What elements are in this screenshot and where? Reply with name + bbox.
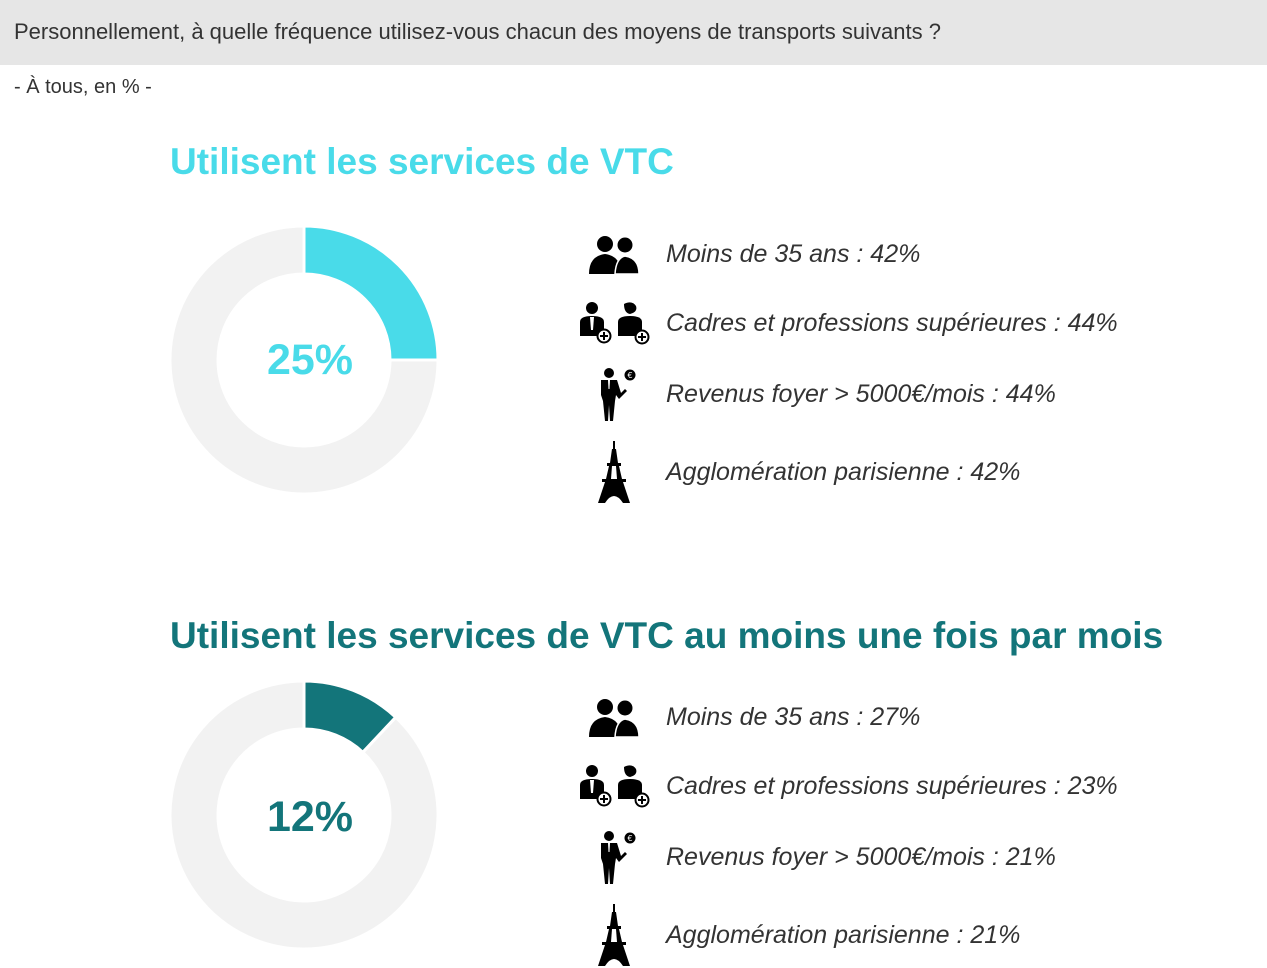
- stat-label: Agglomération parisienne : 42%: [666, 458, 1021, 486]
- two-managers-plus-icon: [576, 753, 652, 819]
- donut-slice-remainder: [168, 224, 440, 496]
- stat-row-paris: Agglomération parisienne : 42%: [560, 439, 1260, 505]
- section-title-vtc-monthly: Utilisent les services de VTC au moins u…: [170, 615, 1164, 656]
- donut-percent-label: 25%: [266, 336, 354, 384]
- base-text: - À tous, en % -: [14, 76, 152, 98]
- stat-label: Cadres et professions supérieures : 23%: [666, 772, 1118, 800]
- stat-row-managers: Cadres et professions supérieures : 23%: [560, 753, 1260, 819]
- two-people-icon: [576, 684, 652, 750]
- stat-label: Revenus foyer > 5000€/mois : 44%: [666, 380, 1056, 408]
- stat-row-under-35: Moins de 35 ans : 27%: [560, 684, 1260, 750]
- two-managers-plus-icon: [576, 290, 652, 356]
- section-title-vtc-users: Utilisent les services de VTC: [170, 141, 674, 182]
- donut-chart-vtc-monthly: [168, 679, 440, 951]
- stat-row-income: € Revenus foyer > 5000€/mois : 44%: [560, 361, 1260, 427]
- donut-chart-vtc-users: [168, 224, 440, 496]
- two-people-icon: [576, 221, 652, 287]
- stat-label: Moins de 35 ans : 27%: [666, 703, 921, 731]
- businessman-euro-icon: €: [576, 824, 652, 890]
- eiffel-tower-icon: [576, 902, 652, 968]
- stat-row-managers: Cadres et professions supérieures : 44%: [560, 290, 1260, 356]
- question-text: Personnellement, à quelle fréquence util…: [14, 19, 941, 44]
- stat-label: Moins de 35 ans : 42%: [666, 240, 921, 268]
- svg-text:€: €: [627, 371, 632, 380]
- donut-slice-remainder: [168, 679, 440, 951]
- eiffel-tower-icon: [576, 439, 652, 505]
- svg-text:€: €: [627, 834, 632, 843]
- stat-label: Cadres et professions supérieures : 44%: [666, 309, 1118, 337]
- businessman-euro-icon: €: [576, 361, 652, 427]
- stat-row-under-35: Moins de 35 ans : 42%: [560, 221, 1260, 287]
- stat-label: Revenus foyer > 5000€/mois : 21%: [666, 843, 1056, 871]
- stat-label: Agglomération parisienne : 21%: [666, 921, 1021, 949]
- donut-percent-label: 12%: [266, 793, 354, 841]
- stat-row-income: € Revenus foyer > 5000€/mois : 21%: [560, 824, 1260, 890]
- stat-row-paris: Agglomération parisienne : 21%: [560, 902, 1260, 968]
- header-bar: [0, 0, 1267, 65]
